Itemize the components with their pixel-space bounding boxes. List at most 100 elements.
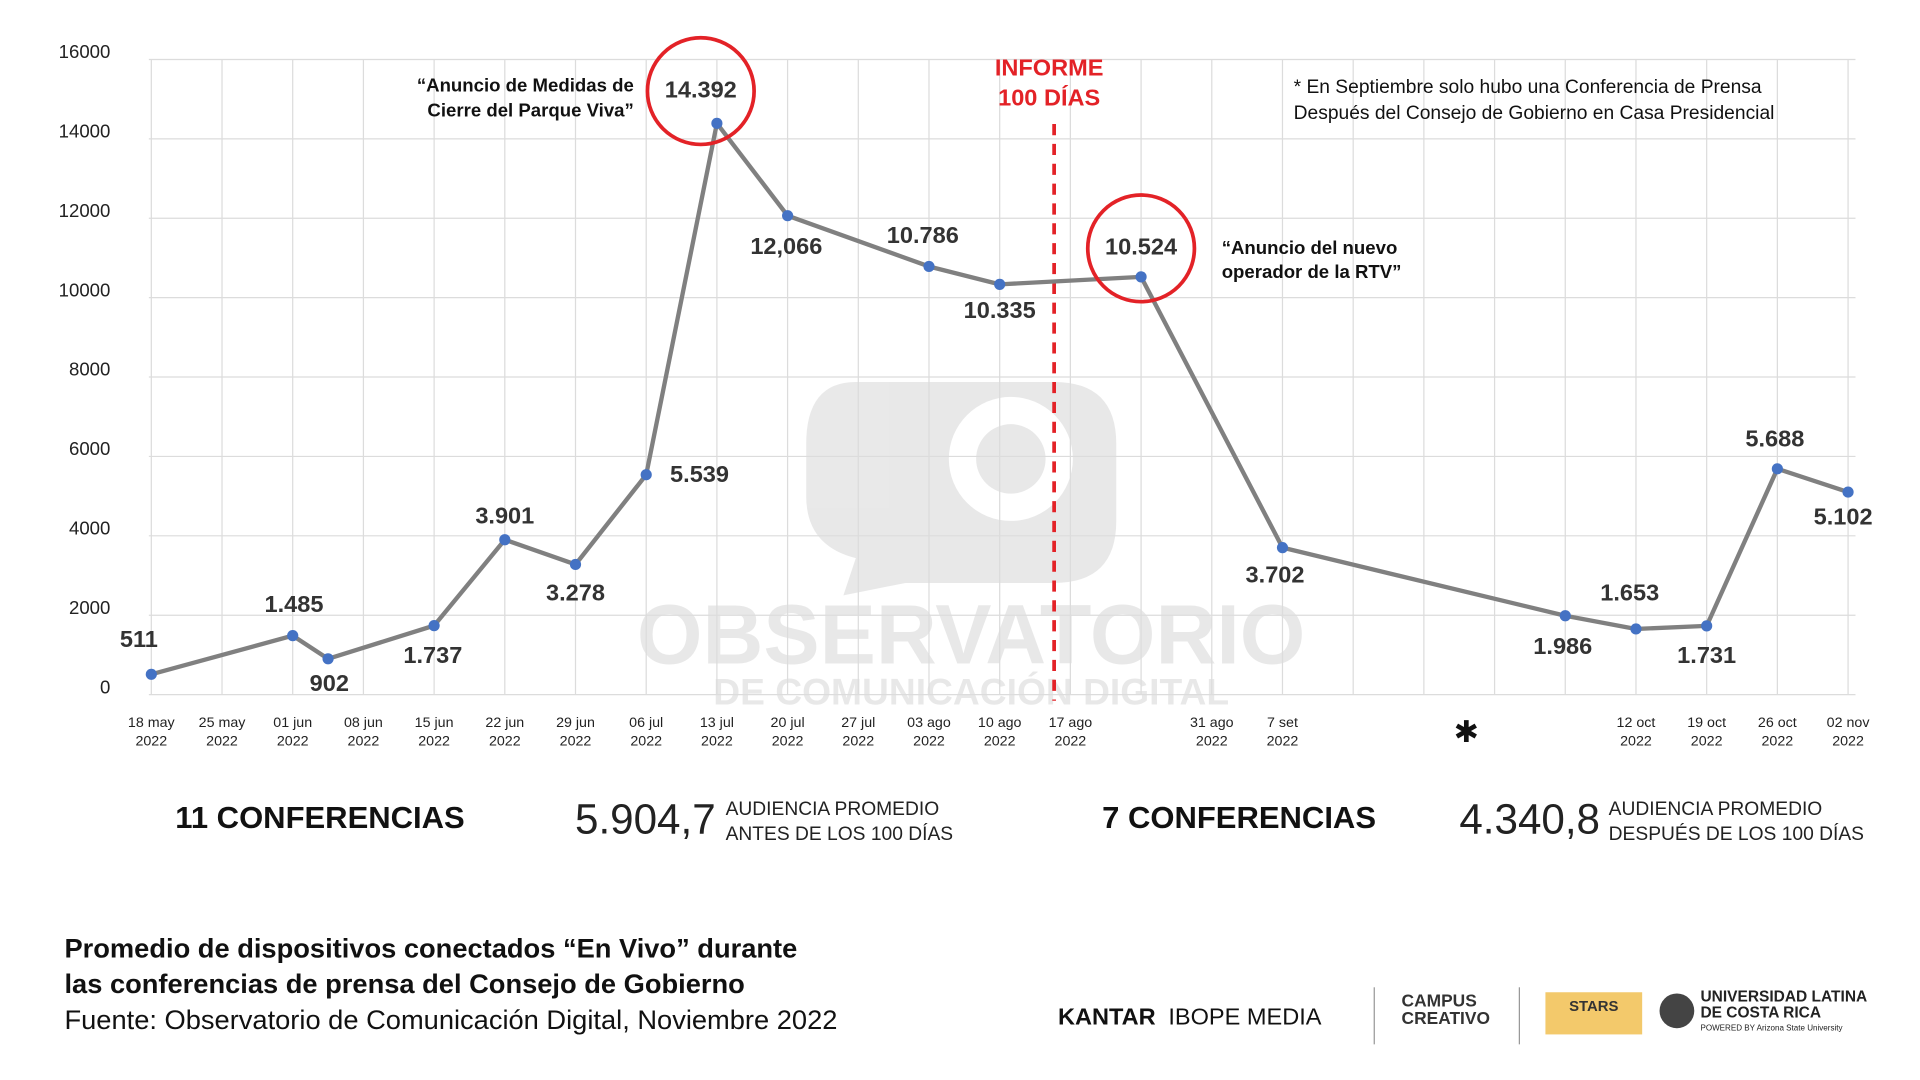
value-label: 1.737	[403, 642, 462, 668]
marker	[1276, 542, 1289, 554]
x-tick-line: 2022	[1691, 733, 1723, 749]
x-tick-label: 17 ago 2022	[1049, 715, 1093, 750]
x-tick-line: 2022	[1832, 733, 1864, 749]
value-label: 902	[310, 670, 349, 696]
x-tick-line: 2022	[489, 733, 521, 749]
summary-count: 7 CONFERENCIAS	[1102, 800, 1376, 835]
x-tick-line: 31 ago	[1190, 715, 1234, 731]
x-tick-label: 25 may 2022	[199, 715, 247, 750]
summary: 11 CONFERENCIAS 5.904,7 AUDIENCIA PROMED…	[175, 795, 1864, 844]
annotation: “Anuncio del nuevo	[1222, 237, 1398, 258]
marker	[1771, 463, 1783, 475]
y-tick-label: 4000	[69, 518, 110, 539]
logo-asu: POWERED BY Arizona State University	[1700, 1023, 1842, 1032]
value-label: 1.653	[1600, 579, 1659, 605]
y-tick-label: 8000	[69, 359, 110, 380]
summary-caption: AUDIENCIA PROMEDIO	[1609, 799, 1823, 820]
footer-title: Promedio de dispositivos conectados “En …	[64, 932, 797, 963]
x-tick-line: 2022	[630, 733, 662, 749]
marker	[923, 260, 935, 273]
y-tick-label: 6000	[69, 438, 110, 459]
note: * En Septiembre solo hubo una Conferenci…	[1294, 77, 1762, 98]
x-tick-label: 06 jul 2022	[629, 715, 663, 750]
x-tick-line: 2022	[135, 733, 167, 749]
marker	[1842, 486, 1854, 498]
x-tick-line: 2022	[842, 733, 874, 749]
marker	[1701, 620, 1713, 632]
x-tick-line: 2022	[560, 733, 592, 749]
marker	[287, 630, 299, 642]
x-tick-label: 20 jul 2022	[771, 715, 805, 750]
value-label: 10.786	[887, 222, 959, 248]
x-tick-line: 2022	[984, 733, 1016, 749]
x-tick-line: 01 jun	[273, 715, 312, 731]
x-tick-label: 13 jul 2022	[700, 715, 734, 750]
highlight-circle	[645, 35, 756, 147]
marker	[711, 117, 723, 129]
value-label: 14.392	[665, 76, 737, 102]
marker	[145, 668, 157, 680]
x-tick-line: 13 jul	[700, 715, 734, 731]
x-tick-label: 7 set 2022	[1267, 715, 1299, 750]
footer: Promedio de dispositivos conectados “En …	[64, 932, 837, 1035]
marker	[782, 210, 794, 222]
value-label: 5.688	[1745, 426, 1804, 452]
y-tick-label: 0	[100, 676, 110, 697]
chart: 0 2000 4000 6000 8000 10000 12000 14000 16000 18 …	[59, 35, 1873, 750]
watermark-bubble	[806, 382, 1117, 596]
value-label: 1.731	[1677, 642, 1736, 668]
footer-source: Fuente: Observatorio de Comunicación Dig…	[64, 1004, 837, 1035]
logo-globe	[1659, 993, 1695, 1029]
value-label: 5.539	[670, 461, 729, 487]
marker	[994, 278, 1006, 290]
value-label: 1.986	[1533, 633, 1592, 659]
x-tick-line: 26 oct	[1758, 715, 1797, 731]
x-tick-label: 08 jun 2022	[344, 715, 383, 750]
value-label: 3.901	[475, 503, 534, 529]
x-tick-line: 2022	[1762, 733, 1794, 749]
line	[150, 121, 1849, 677]
x-tick-line: 12 oct	[1617, 715, 1656, 731]
marker	[1135, 271, 1147, 283]
x-tick-label: 26 oct 2022	[1758, 715, 1797, 750]
x-tick-label: 03 ago 2022	[907, 715, 951, 750]
x-tick-label: 29 jun 2022	[556, 715, 595, 750]
marker	[1630, 623, 1642, 635]
watermark-text: DE COMUNICACIÓN DIGITAL	[713, 670, 1229, 712]
x-tick-line: 08 jun	[344, 715, 383, 731]
marker	[428, 620, 440, 632]
marker	[1559, 610, 1571, 622]
x-tick-line: 22 jun	[485, 715, 524, 731]
x-tick-label: 19 oct 2022	[1687, 715, 1726, 750]
marker	[640, 469, 652, 481]
x-tick-label: 18 may 2022	[128, 715, 176, 750]
x-tick-line: 2022	[277, 733, 309, 749]
value-label: 5.102	[1814, 503, 1873, 529]
value-label: 10.335	[964, 297, 1036, 323]
value-label: 12,066	[750, 233, 822, 259]
x-tick-label: 02 nov 2022	[1827, 715, 1871, 750]
summary-caption: ANTES DE LOS 100 DÍAS	[726, 824, 954, 845]
logos: KANTAR IBOPE MEDIA CAMPUS CREATIVO STARS…	[1058, 987, 1867, 1045]
watermark-text: OBSERVATORIO	[637, 588, 1306, 682]
x-tick-label: 10 ago 2022	[978, 715, 1022, 750]
x-tick-line: 2022	[1055, 733, 1087, 749]
y-tick-label: 16000	[59, 41, 111, 62]
marker	[499, 534, 511, 546]
logo-kantar: KANTAR	[1058, 1004, 1156, 1030]
logo-ulatina: DE COSTA RICA	[1700, 1004, 1821, 1021]
logo-ibope: IBOPE MEDIA	[1168, 1004, 1321, 1030]
x-tick-label: 01 jun 2022	[273, 715, 312, 750]
x-tick-line: 2022	[772, 733, 804, 749]
star: ✱	[1454, 716, 1479, 749]
marker	[322, 653, 334, 665]
summary-caption: AUDIENCIA PROMEDIO	[726, 799, 940, 820]
summary-average: 4.340,8	[1459, 795, 1600, 842]
y-tick-label: 2000	[69, 597, 110, 618]
x-tick-line: 2022	[1620, 733, 1652, 749]
x-tick-line: 2022	[206, 733, 238, 749]
x-tick-line: 17 ago	[1049, 715, 1093, 731]
x-tick-label: 22 jun 2022	[485, 715, 524, 750]
informe-label: INFORME	[995, 55, 1104, 81]
x-tick-line: 25 may	[199, 715, 247, 731]
